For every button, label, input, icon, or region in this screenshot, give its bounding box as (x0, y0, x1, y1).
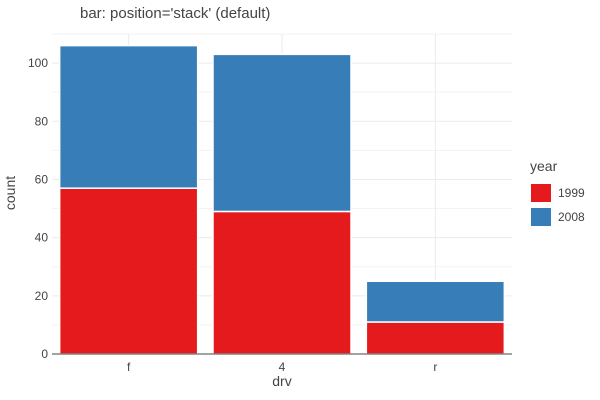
legend-label-2008: 2008 (558, 210, 585, 224)
legend-title: year (530, 158, 558, 174)
bar-segment-f-2008 (58, 44, 199, 189)
bar-segment-4-2008 (212, 53, 352, 213)
x-axis-title: drv (272, 373, 291, 389)
bar-segment-f-1999 (58, 187, 199, 355)
y-tick-label: 100 (28, 56, 48, 70)
x-tick-label: f (127, 360, 131, 374)
legend-swatch-1999 (531, 184, 551, 202)
legend: year 1999 2008 (530, 158, 585, 226)
bar-segment-4-1999 (212, 210, 352, 355)
bars-layer (58, 44, 506, 355)
y-tick-label: 20 (35, 289, 49, 303)
y-tick-label: 60 (35, 172, 49, 186)
y-axis-title: count (2, 176, 18, 210)
bar-segment-r-1999 (365, 321, 506, 355)
legend-swatch-2008 (531, 208, 551, 226)
bar-segment-r-2008 (365, 280, 506, 323)
axis-layer: 0 20 40 60 80 100 f 4 r (28, 56, 512, 374)
y-tick-label: 80 (35, 114, 49, 128)
legend-label-1999: 1999 (558, 186, 585, 200)
y-tick-label: 40 (35, 231, 49, 245)
x-tick-label: r (433, 360, 437, 374)
x-tick-label: 4 (279, 360, 286, 374)
chart-title: bar: position='stack' (default) (80, 5, 270, 22)
y-tick-label: 0 (41, 347, 48, 361)
